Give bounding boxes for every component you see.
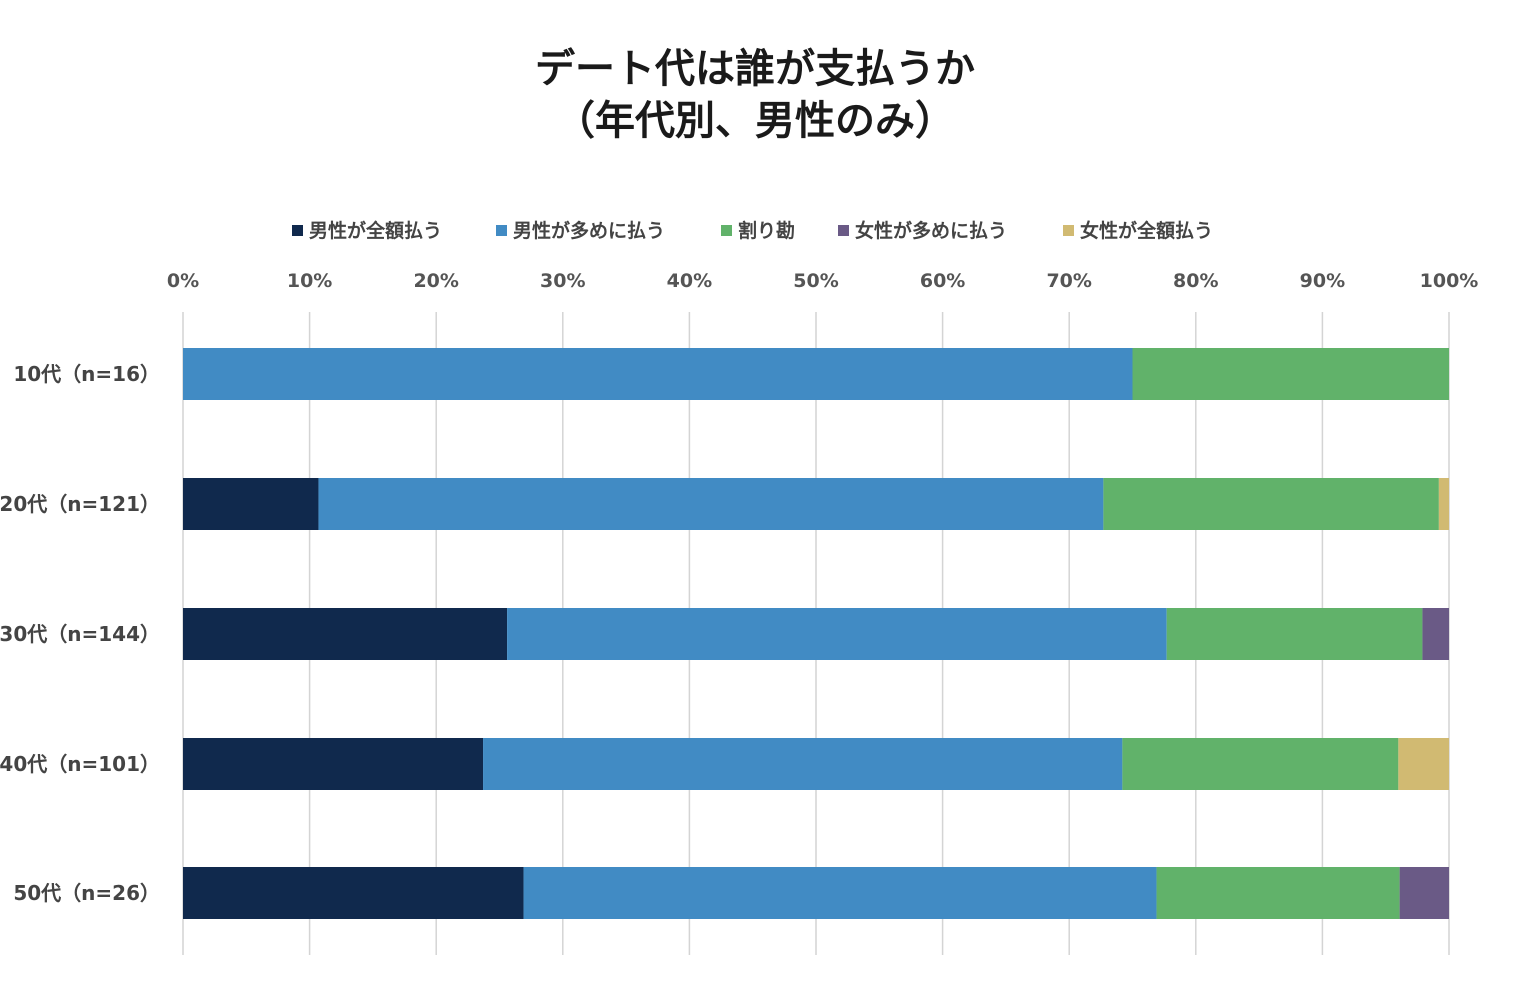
bar-segment-3-0 [183, 738, 484, 790]
bar-segment-0-2 [1132, 348, 1449, 400]
legend-swatch-2 [721, 225, 732, 236]
x-tick-label-8: 80% [1173, 270, 1218, 292]
category-label-4: 50代（n=26） [13, 881, 160, 905]
bar-segment-3-2 [1122, 738, 1399, 790]
bar-segment-1-2 [1103, 478, 1439, 530]
legend-label-1: 男性が多めに払う [513, 219, 665, 242]
x-tick-label-6: 60% [920, 270, 965, 292]
bar-segment-3-4 [1398, 738, 1449, 790]
legend: 男性が全額払う 男性が多めに払う 割り勘 女性が多めに払う 女性が全額払う [292, 219, 1213, 242]
x-tick-label-5: 50% [793, 270, 838, 292]
bar-segment-4-3 [1399, 867, 1449, 919]
x-tick-label-0: 0% [167, 270, 199, 292]
legend-swatch-3 [838, 225, 849, 236]
bar-segment-2-2 [1166, 608, 1423, 660]
bar-segment-2-3 [1422, 608, 1449, 660]
chart-title-line-2: （年代別、男性のみ） [555, 98, 955, 144]
category-label-3: 40代（n=101） [0, 752, 160, 776]
category-labels: 10代（n=16） 20代（n=121） 30代（n=144） 40代（n=101） 5… [0, 362, 160, 905]
legend-label-3: 女性が多めに払う [855, 219, 1007, 242]
legend-swatch-0 [292, 225, 303, 236]
bar-segment-2-0 [183, 608, 508, 660]
legend-label-0: 男性が全額払う [309, 219, 442, 242]
legend-label-4: 女性が全額払う [1080, 219, 1213, 242]
bar-segment-1-4 [1438, 478, 1449, 530]
bar-segment-4-2 [1156, 867, 1400, 919]
legend-swatch-4 [1063, 225, 1074, 236]
bar-segment-1-0 [183, 478, 319, 530]
bar-segment-0-1 [183, 348, 1133, 400]
x-tick-label-2: 20% [413, 270, 458, 292]
chart-title-line-1: デート代は誰が支払うか [535, 46, 975, 92]
category-label-1: 20代（n=121） [0, 492, 160, 516]
x-tick-label-4: 40% [667, 270, 712, 292]
bars [183, 348, 1449, 919]
x-tick-label-1: 10% [287, 270, 332, 292]
x-tick-label-9: 90% [1300, 270, 1345, 292]
legend-swatch-1 [496, 225, 507, 236]
bar-segment-4-0 [183, 867, 524, 919]
x-axis-ticks: 0% 10% 20% 30% 40% 50% 60% 70% 80% 90% 100% [167, 270, 1478, 292]
category-label-0: 10代（n=16） [13, 362, 160, 386]
legend-label-2: 割り勘 [738, 219, 795, 242]
x-tick-label-10: 100% [1420, 270, 1479, 292]
bar-segment-4-1 [523, 867, 1157, 919]
x-tick-label-7: 70% [1046, 270, 1091, 292]
category-label-2: 30代（n=144） [0, 622, 160, 646]
bar-segment-2-1 [507, 608, 1167, 660]
bar-segment-3-1 [483, 738, 1123, 790]
bar-segment-1-1 [318, 478, 1104, 530]
x-tick-label-3: 30% [540, 270, 585, 292]
